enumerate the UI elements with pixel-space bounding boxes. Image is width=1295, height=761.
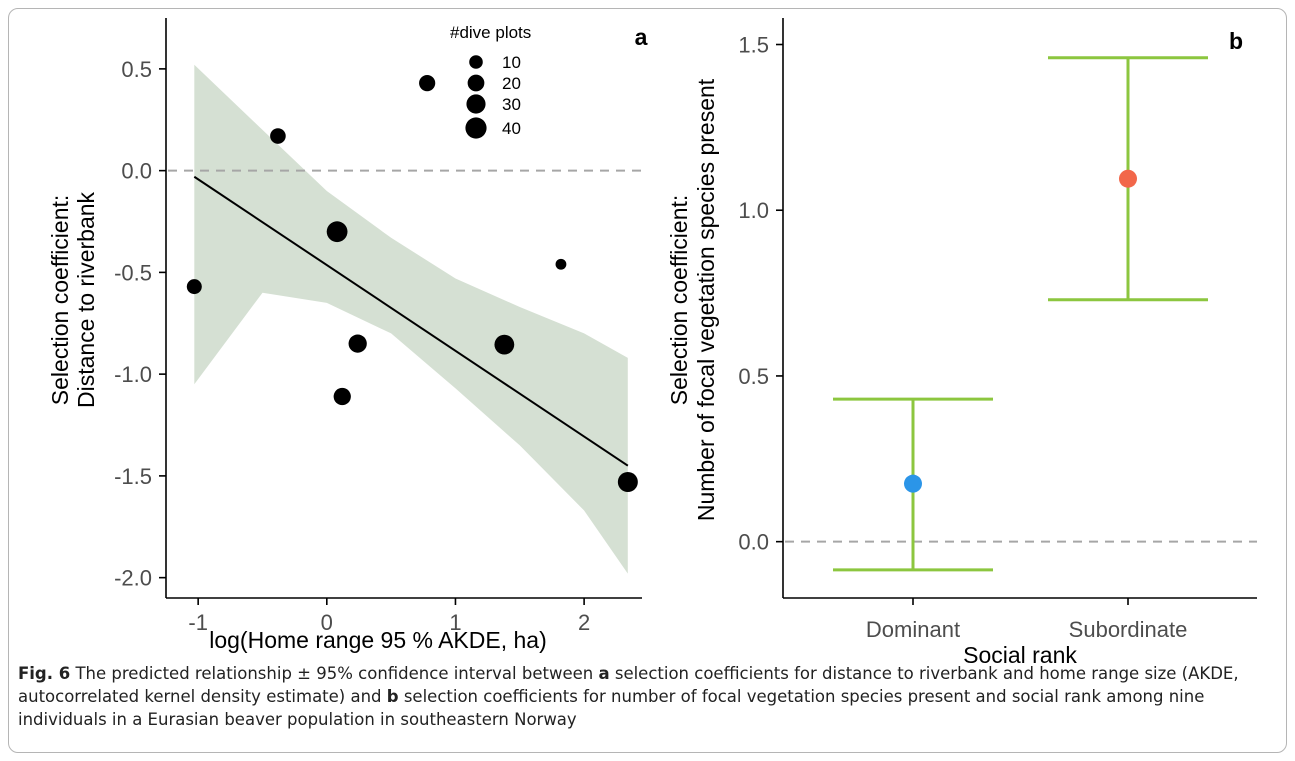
legend-symbol — [466, 94, 486, 114]
y-tick-label: -2.0 — [114, 566, 152, 591]
x-axis-ticks: -1 0 1 2 — [188, 598, 590, 635]
panel-label-a: a — [635, 24, 648, 50]
x-axis-title: log(Home range 95 % AKDE, ha) — [209, 627, 547, 653]
y-tick-label: 1.0 — [738, 198, 769, 223]
y-tick-label: -0.5 — [114, 260, 152, 285]
x-tick-label: 2 — [578, 610, 590, 635]
y-tick-label: 1.5 — [738, 33, 769, 58]
regression-line — [193, 175, 629, 467]
y-tick-label: -1.0 — [114, 362, 152, 387]
legend-label: 20 — [502, 74, 521, 93]
y-tick-label: 0.0 — [738, 530, 769, 555]
size-legend: #dive plots 10 20 30 40 — [450, 23, 531, 139]
confidence-band — [194, 64, 628, 574]
caption-bold-a: a — [598, 664, 610, 683]
caption-text-2: selection coefficients for distance to r… — [18, 664, 1239, 706]
data-point — [186, 279, 202, 295]
error-bars — [833, 56, 1208, 572]
estimate-point — [1119, 169, 1137, 188]
y-axis-title-b-line-2: Number of focal vegetation species prese… — [693, 78, 719, 521]
y-tick-label: -1.5 — [114, 464, 152, 489]
y-axis-title-b-line-1: Selection coefficient: — [666, 195, 692, 406]
data-point — [348, 334, 367, 353]
legend-label: 40 — [502, 119, 521, 138]
x-tick-label: -1 — [188, 610, 208, 635]
data-point — [617, 472, 638, 492]
data-point — [555, 258, 567, 270]
x-axis-ticks-b: Dominant Subordinate — [866, 598, 1187, 642]
caption-text-1: The predicted relationship ± 95% confide… — [70, 664, 599, 683]
y-tick-label: 0.5 — [738, 364, 769, 389]
data-point — [494, 334, 515, 355]
y-tick-label: 0.5 — [121, 57, 152, 82]
figure-caption: Fig. 6 The predicted relationship ± 95% … — [18, 662, 1276, 731]
y-axis-ticks-b: 0.0 0.5 1.0 1.5 — [738, 33, 783, 555]
legend-label: 30 — [502, 95, 521, 114]
caption-figure-label: Fig. 6 — [18, 664, 71, 683]
x-axis-title-b: Social rank — [963, 642, 1077, 668]
caption-bold-b: b — [386, 687, 399, 706]
estimate-point — [904, 474, 922, 493]
data-point — [419, 75, 436, 92]
caption-text-3: selection coefficients for number of foc… — [18, 687, 1205, 729]
panel-label-b: b — [1229, 28, 1243, 54]
figure-frame — [8, 8, 1287, 753]
data-point — [326, 221, 348, 243]
y-axis-title-line-2: Distance to riverbank — [73, 191, 99, 408]
x-tick-label: 1 — [449, 610, 461, 635]
confidence-band-layer — [194, 64, 628, 574]
legend-label: 10 — [502, 53, 521, 72]
x-tick-label: 0 — [321, 610, 333, 635]
x-tick-label: Subordinate — [1069, 617, 1188, 642]
scatter-points — [186, 75, 638, 492]
data-point — [333, 387, 351, 406]
x-tick-label: Dominant — [866, 617, 960, 642]
y-axis-title-line-1: Selection coefficient: — [47, 195, 73, 406]
data-point — [270, 128, 286, 144]
y-tick-label: 0.0 — [121, 159, 152, 184]
panel-b-plot: 0.0 0.5 1.0 1.5 Dominant Subordinate Social … — [666, 18, 1257, 668]
legend-title: #dive plots — [450, 23, 531, 42]
y-axis-ticks: 0.5 0.0 -0.5 -1.0 -1.5 -2.0 — [114, 57, 166, 591]
panel-a-plot: 0.5 0.0 -0.5 -1.0 -1.5 -2.0 -1 0 1 2 log(Home ra… — [47, 18, 648, 653]
legend-symbol — [465, 117, 487, 139]
legend-symbol — [469, 55, 483, 69]
legend-symbol — [467, 74, 485, 92]
